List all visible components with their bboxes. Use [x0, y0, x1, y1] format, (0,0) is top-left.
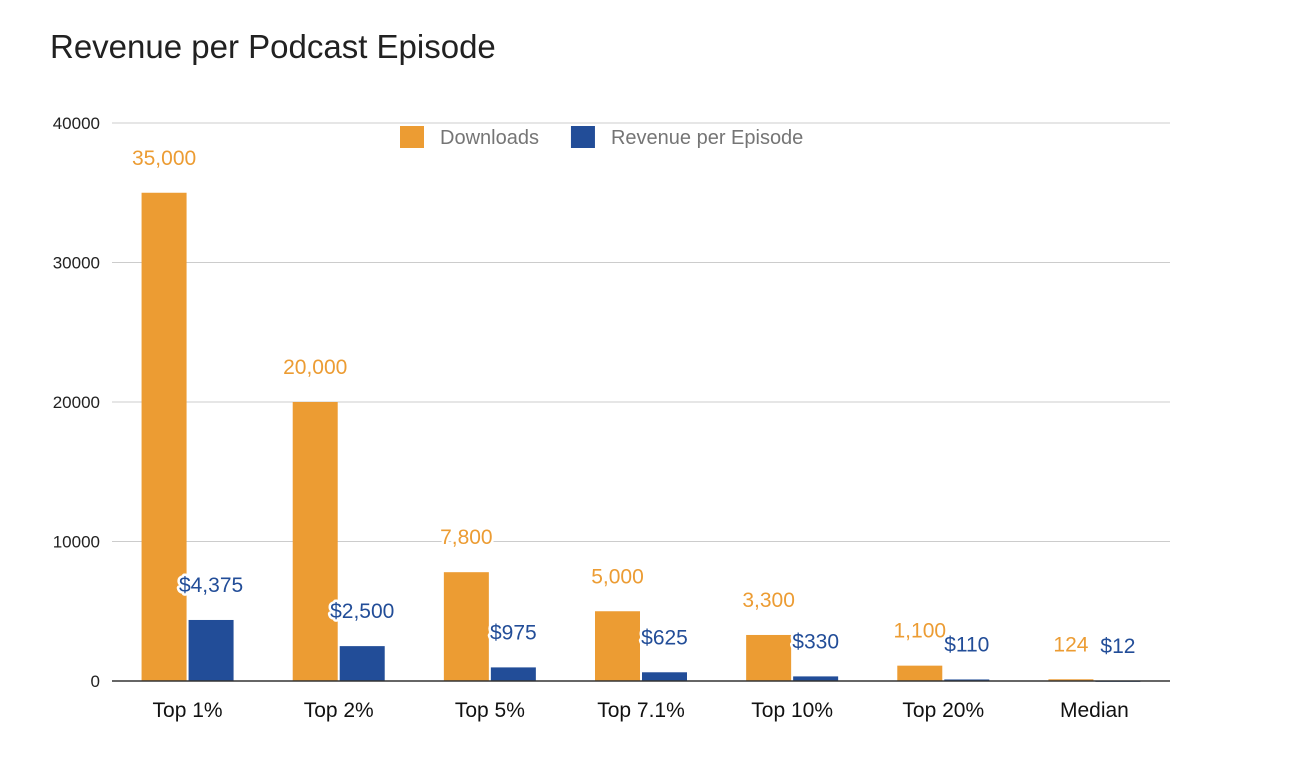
data-label-downloads: 7,800 [440, 526, 493, 549]
data-label-revenue: $110 [944, 633, 989, 656]
legend-swatch-downloads [400, 126, 424, 148]
bar-revenue [642, 672, 687, 681]
y-tick-label: 40000 [53, 114, 100, 133]
legend-label-downloads: Downloads [440, 127, 539, 149]
chart-title: Revenue per Podcast Episode [50, 28, 496, 65]
bar-downloads [746, 634, 792, 681]
data-label-downloads: 20,000 [283, 356, 347, 379]
data-label-downloads: 124 [1053, 633, 1088, 656]
data-label-revenue: $330 [792, 630, 839, 653]
data-labels: 35,000 $4,375 20,000 $2,500 7,800 $975 5,000 $6… [129, 144, 1137, 660]
y-tick-label: 20000 [53, 393, 100, 412]
data-label-downloads: 35,000 [132, 147, 196, 170]
bars [141, 192, 1141, 682]
x-tick-label: Top 5% [455, 699, 525, 722]
x-tick-label: Top 7.1% [597, 699, 685, 722]
bar-downloads [292, 402, 338, 681]
legend: Downloads Revenue per Episode [400, 126, 803, 149]
data-label-downloads: 5,000 [591, 565, 644, 588]
data-label-revenue: $2,500 [330, 600, 394, 623]
bar-revenue [188, 619, 234, 681]
bar-revenue [944, 679, 990, 681]
bar-downloads [1048, 679, 1094, 681]
data-label-downloads: 3,300 [742, 589, 795, 612]
x-tick-label: Top 1% [153, 699, 223, 722]
bar-downloads [141, 192, 187, 681]
legend-swatch-revenue [570, 126, 595, 148]
x-tick-label: Top 20% [902, 699, 984, 722]
x-tick-label: Top 10% [751, 699, 833, 722]
data-label-revenue: $12 [1100, 635, 1135, 658]
y-axis: 0 10000 20000 30000 40000 [53, 114, 100, 691]
bar-revenue [490, 667, 536, 681]
data-label-downloads: 1,100 [894, 620, 947, 643]
y-tick-label: 0 [91, 672, 100, 691]
data-label-revenue: $4,375 [179, 574, 243, 597]
data-label-revenue: $625 [641, 626, 688, 649]
gridlines [112, 122, 1170, 542]
bar-revenue [339, 646, 385, 681]
y-tick-label: 30000 [53, 254, 100, 273]
bar-downloads [443, 572, 489, 681]
x-tick-label: Median [1060, 699, 1129, 722]
bar-revenue [793, 676, 839, 681]
bar-downloads [897, 665, 943, 681]
y-tick-label: 10000 [53, 533, 100, 552]
x-axis: Top 1% Top 2% Top 5% Top 7.1% Top 10% Top 20%… [112, 680, 1170, 722]
data-label-revenue: $975 [490, 621, 537, 644]
legend-label-revenue: Revenue per Episode [611, 127, 803, 149]
bar-downloads [595, 611, 640, 681]
x-tick-label: Top 2% [304, 699, 374, 722]
